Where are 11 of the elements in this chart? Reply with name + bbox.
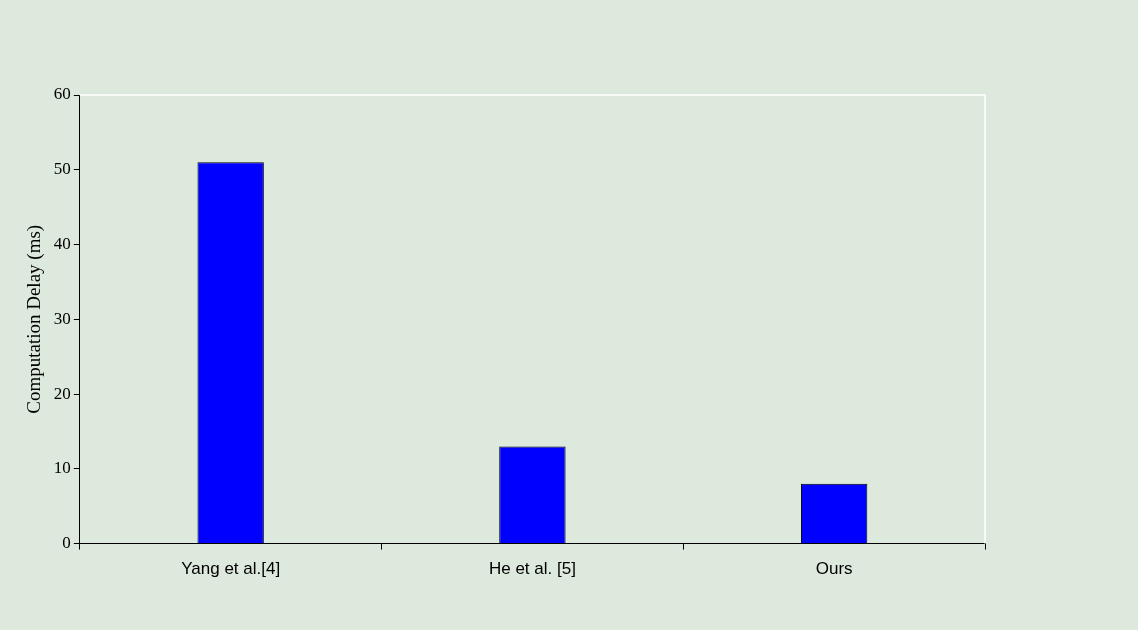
y-tick-label: 50 — [53, 159, 71, 179]
x-tick-label: Ours — [815, 559, 853, 579]
y-tick-label: 60 — [53, 84, 71, 104]
y-tick-label: 0 — [62, 533, 71, 553]
y-tick-label: 30 — [53, 308, 71, 328]
x-tick-label: Yang et al.[4] — [181, 559, 281, 579]
x-tick-label: He et al. [5] — [488, 559, 576, 579]
y-axis-title: Computation Delay (ms) — [23, 224, 46, 414]
y-tick-label: 20 — [53, 383, 71, 403]
y-tick-label: 10 — [53, 458, 71, 478]
y-tick-label: 40 — [53, 234, 71, 253]
